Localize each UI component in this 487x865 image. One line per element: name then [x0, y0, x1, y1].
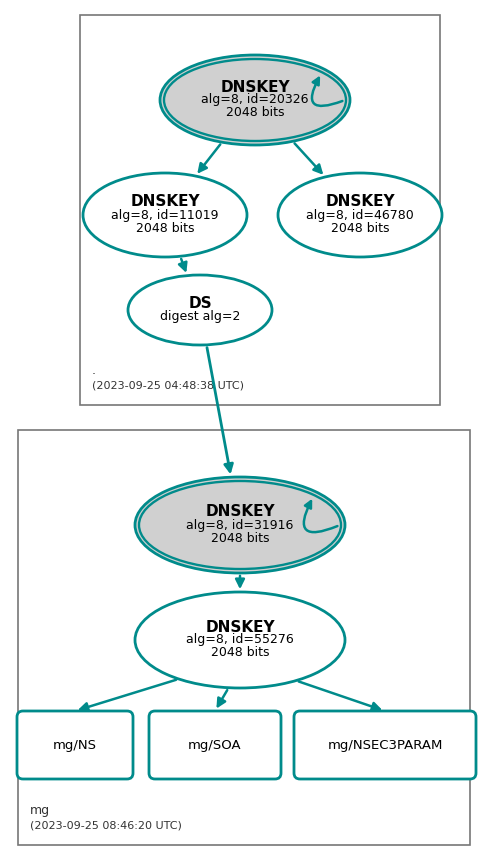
Text: (2023-09-25 08:46:20 UTC): (2023-09-25 08:46:20 UTC)	[30, 821, 182, 831]
FancyBboxPatch shape	[294, 711, 476, 779]
FancyBboxPatch shape	[149, 711, 281, 779]
Text: mg/NSEC3PARAM: mg/NSEC3PARAM	[327, 739, 443, 752]
Text: alg=8, id=11019: alg=8, id=11019	[111, 208, 219, 221]
FancyBboxPatch shape	[17, 711, 133, 779]
Text: alg=8, id=31916: alg=8, id=31916	[187, 518, 294, 531]
Text: DS: DS	[188, 296, 212, 311]
Text: mg: mg	[30, 804, 50, 817]
Text: 2048 bits: 2048 bits	[211, 646, 269, 659]
Text: DNSKEY: DNSKEY	[325, 195, 395, 209]
Text: DNSKEY: DNSKEY	[130, 195, 200, 209]
Ellipse shape	[135, 477, 345, 573]
Ellipse shape	[83, 173, 247, 257]
Bar	[80, 15, 440, 405]
Text: (2023-09-25 04:48:38 UTC): (2023-09-25 04:48:38 UTC)	[92, 381, 244, 391]
Text: alg=8, id=46780: alg=8, id=46780	[306, 208, 414, 221]
Text: alg=8, id=20326: alg=8, id=20326	[201, 93, 309, 106]
Text: 2048 bits: 2048 bits	[211, 531, 269, 544]
Ellipse shape	[160, 55, 350, 145]
Ellipse shape	[128, 275, 272, 345]
Text: .: .	[92, 364, 96, 377]
Text: 2048 bits: 2048 bits	[136, 221, 194, 234]
Text: mg/NS: mg/NS	[53, 739, 97, 752]
Text: DNSKEY: DNSKEY	[220, 80, 290, 94]
Text: mg/SOA: mg/SOA	[188, 739, 242, 752]
Text: 2048 bits: 2048 bits	[331, 221, 389, 234]
Text: alg=8, id=55276: alg=8, id=55276	[186, 633, 294, 646]
Text: DNSKEY: DNSKEY	[205, 504, 275, 520]
Bar	[18, 430, 470, 845]
Ellipse shape	[135, 592, 345, 688]
Text: DNSKEY: DNSKEY	[205, 619, 275, 635]
Text: digest alg=2: digest alg=2	[160, 310, 240, 323]
Ellipse shape	[278, 173, 442, 257]
Text: 2048 bits: 2048 bits	[226, 106, 284, 119]
